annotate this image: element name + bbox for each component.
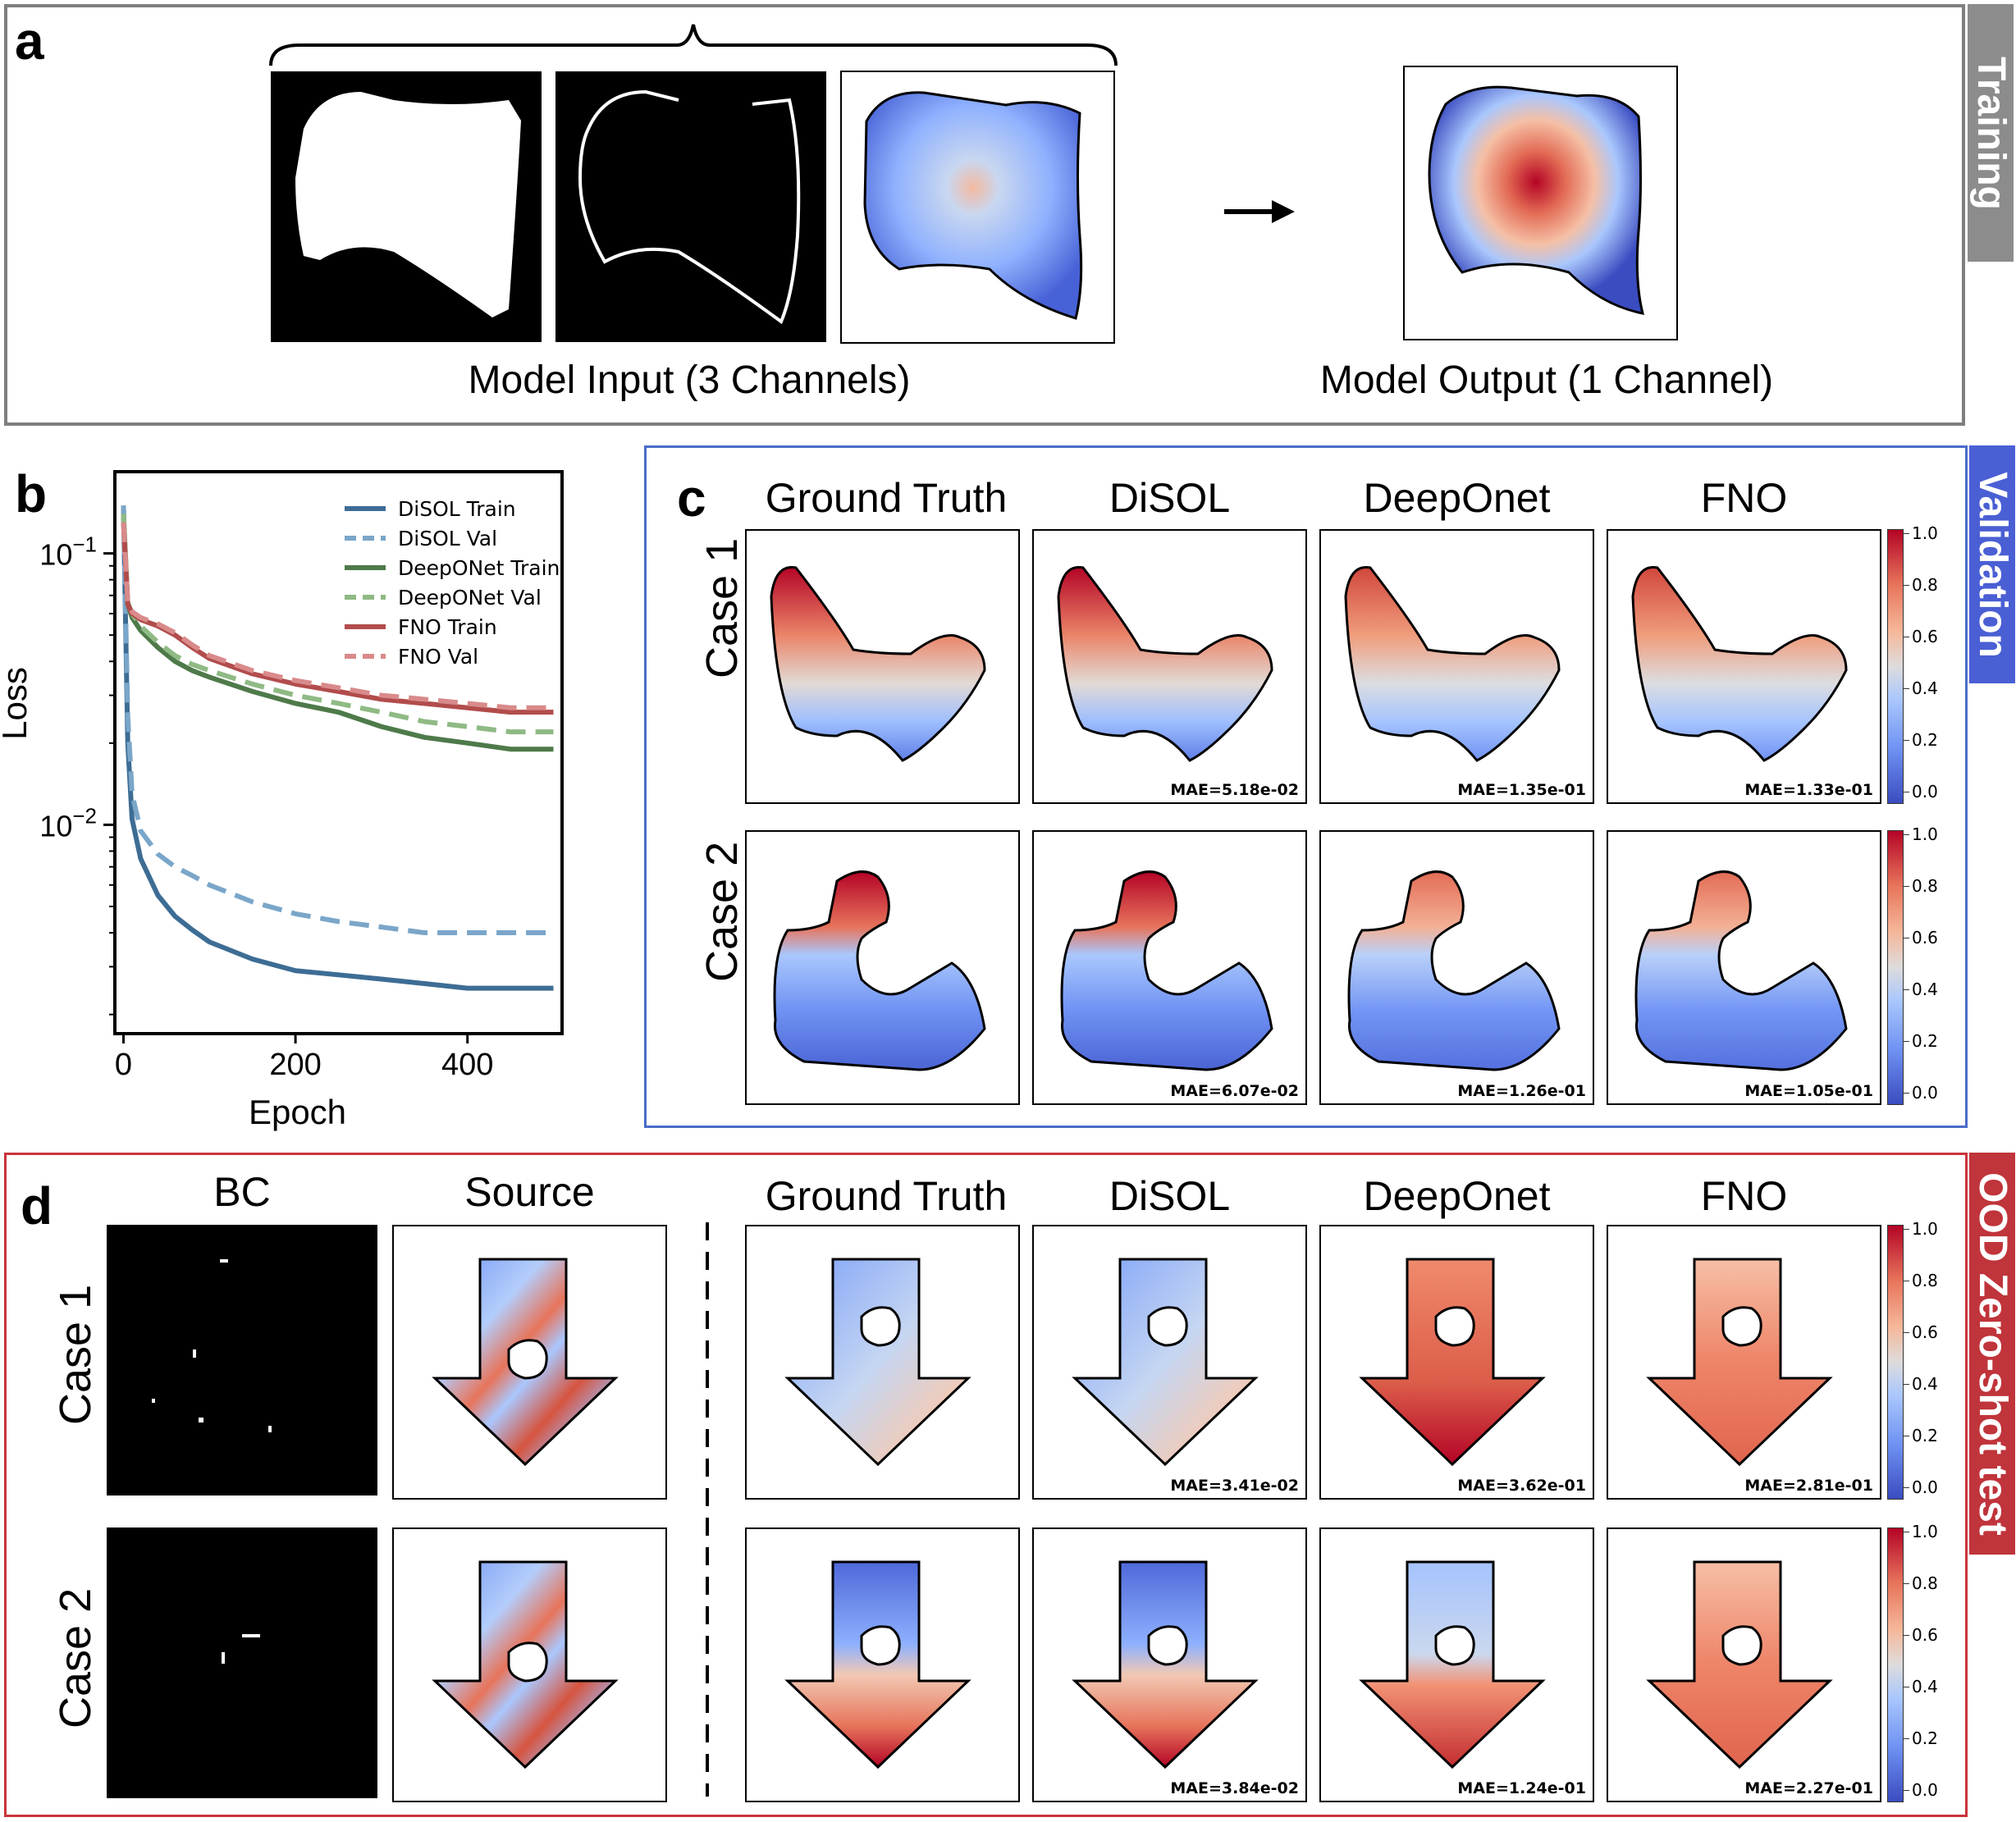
mae-label: MAE=3.62e-01 (1457, 1477, 1586, 1495)
col-bc: BC (213, 1169, 271, 1215)
c-case1-fno: MAE=1.33e-01 (1607, 529, 1881, 804)
c-colorbar-1 (1887, 529, 1904, 804)
col-source: Source (464, 1169, 595, 1215)
series-line-deeponet-train (121, 514, 554, 752)
bc-case2 (107, 1527, 377, 1798)
input-boundary-channel (555, 71, 826, 342)
ood-tab: OOD Zero-shot test (1969, 1153, 2015, 1555)
series-line-disol-val (121, 505, 554, 936)
output-caption: Model Output (1 Channel) (1319, 358, 1774, 402)
d-colorbar-2 (1887, 1527, 1904, 1802)
d-case2-disol: MAE=3.84e-02 (1032, 1527, 1307, 1802)
mae-label: MAE=1.33e-01 (1744, 781, 1873, 799)
series-line-fno-val (121, 522, 554, 710)
x-tick-label: 400 (441, 1048, 493, 1082)
mae-label: MAE=1.24e-01 (1457, 1779, 1586, 1797)
c-case1-disol: MAE=5.18e-02 (1032, 529, 1307, 804)
input-caption: Model Input (3 Channels) (468, 358, 911, 402)
y-axis-label: Loss (0, 667, 34, 740)
col-disol: DiSOL (1109, 475, 1231, 521)
right-arrow-icon (1224, 200, 1295, 223)
mae-label: MAE=2.81e-01 (1744, 1477, 1873, 1495)
plot-frame (113, 470, 564, 1035)
d-case1-gt (745, 1225, 1020, 1500)
c-case1-deeponet: MAE=1.35e-01 (1319, 529, 1594, 804)
col-fno-d: FNO (1700, 1173, 1788, 1219)
mae-label: MAE=2.27e-01 (1744, 1779, 1873, 1797)
panel-c-frame (644, 445, 1968, 1128)
c-case2-fno: MAE=1.05e-01 (1607, 830, 1881, 1105)
c-case1-gt (745, 529, 1020, 804)
input-distance-channel (840, 71, 1115, 344)
col-fno: FNO (1700, 475, 1788, 521)
legend-label: DeepONet Train (398, 556, 560, 580)
series-line-disol-train (121, 505, 554, 991)
d-case2-gt (745, 1527, 1020, 1802)
input-mask-channel (271, 71, 542, 342)
c-colorbar-2 (1887, 830, 1904, 1105)
series-line-deeponet-val (121, 514, 554, 735)
d-case1-deeponet: MAE=3.62e-01 (1319, 1225, 1594, 1500)
legend-label: FNO Val (398, 645, 478, 669)
row-d-case-2: Case 2 (51, 1587, 100, 1728)
d-case2-deeponet: MAE=1.24e-01 (1319, 1527, 1594, 1802)
legend-label: FNO Train (398, 615, 497, 639)
source-case2 (392, 1527, 667, 1802)
col-ground-truth-d: Ground Truth (765, 1173, 1008, 1219)
col-deeponet-d: DeepOnet (1363, 1173, 1551, 1219)
mae-label: MAE=6.07e-02 (1170, 1082, 1299, 1100)
y-tick-label: 10−2 (39, 803, 97, 843)
training-tab: Training (1968, 4, 2014, 262)
input-brace (269, 24, 1118, 66)
x-axis-label: Epoch (249, 1093, 346, 1131)
output-field (1403, 66, 1678, 340)
mae-label: MAE=5.18e-02 (1170, 781, 1299, 799)
panel-b-letter: b (15, 464, 48, 523)
panel-a-frame (4, 4, 1965, 426)
output-field-shape (1428, 85, 1645, 315)
c-case2-disol: MAE=6.07e-02 (1032, 830, 1307, 1105)
mae-label: MAE=3.84e-02 (1170, 1779, 1299, 1797)
col-disol-d: DiSOL (1109, 1173, 1231, 1219)
mae-label: MAE=1.35e-01 (1457, 781, 1586, 799)
d-case1-disol: MAE=3.41e-02 (1032, 1225, 1307, 1500)
validation-label: Validation (1970, 471, 2014, 658)
col-ground-truth: Ground Truth (765, 475, 1008, 521)
row-d-case-1: Case 1 (51, 1284, 100, 1425)
y-tick-label: 10−1 (39, 532, 97, 572)
bc-case1 (107, 1225, 377, 1496)
legend-label: DeepONet Val (398, 586, 542, 610)
source-case1 (392, 1225, 667, 1500)
mae-label: MAE=1.26e-01 (1457, 1082, 1586, 1100)
d-case1-fno: MAE=2.81e-01 (1607, 1225, 1881, 1500)
col-deeponet: DeepOnet (1363, 475, 1551, 521)
distance-field-shape (863, 91, 1083, 320)
legend-label: DiSOL Val (398, 527, 497, 550)
boundary-outline (578, 89, 801, 325)
d-colorbar-1 (1887, 1225, 1904, 1500)
panel-a-letter: a (15, 11, 44, 71)
mae-label: MAE=3.41e-02 (1170, 1477, 1299, 1495)
mask-shape (295, 92, 521, 317)
x-tick-label: 200 (269, 1048, 321, 1082)
panel-d-letter: d (21, 1176, 53, 1235)
d-case2-fno: MAE=2.27e-01 (1607, 1527, 1881, 1802)
c-case2-deeponet: MAE=1.26e-01 (1319, 830, 1594, 1105)
c-case2-gt (745, 830, 1020, 1105)
loss-chart: 0 200 400 10−1 10−2 Epoch Loss DiSOL Train DiSOL… (0, 470, 564, 1131)
x-tick-label: 0 (115, 1048, 132, 1082)
legend-label: DiSOL Train (398, 497, 516, 521)
panel-c-letter: c (677, 468, 706, 527)
training-label: Training (1968, 56, 2013, 210)
panel-d-frame (4, 1153, 1968, 1817)
validation-tab: Validation (1969, 445, 2015, 683)
separator-dashed-line (706, 1222, 709, 1797)
ood-label: OOD Zero-shot test (1970, 1171, 2014, 1536)
mae-label: MAE=1.05e-01 (1744, 1082, 1873, 1100)
